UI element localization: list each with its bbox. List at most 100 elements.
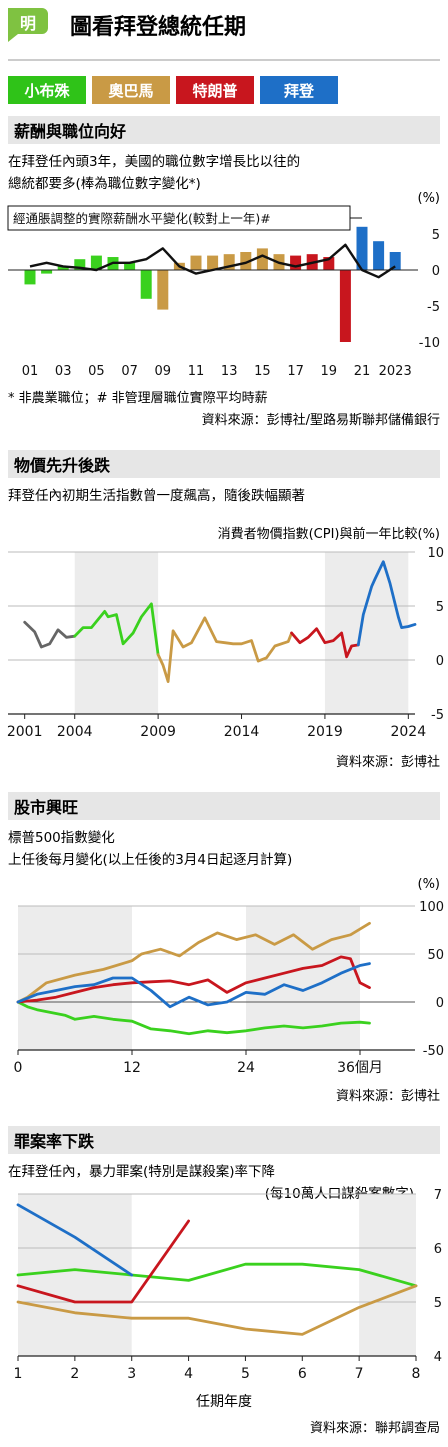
y-tick-label: 0 xyxy=(432,264,440,279)
section-heading-bar xyxy=(8,1126,440,1154)
series-line-biden xyxy=(356,560,417,647)
job-change-bar xyxy=(207,255,219,270)
job-change-bar xyxy=(190,255,202,270)
job-change-bar xyxy=(24,270,36,285)
legend-swatch-bush xyxy=(8,76,86,104)
x-tick-label: 2004 xyxy=(57,724,93,740)
x-tick-label: 2019 xyxy=(307,724,343,740)
unit-label: (%) xyxy=(418,877,441,892)
x-tick-label: 09 xyxy=(155,364,172,379)
y-tick-label: 10 xyxy=(427,546,444,561)
job-change-bar xyxy=(323,257,335,270)
y-tick-label: 6 xyxy=(434,1242,442,1257)
x-tick-label: 19 xyxy=(321,364,338,379)
legend-swatch-biden xyxy=(260,76,338,104)
series-line-biden xyxy=(16,962,371,1009)
section-desc: 總統都要多(棒為職位數字變化*) xyxy=(8,175,201,192)
y-tick-label: -10 xyxy=(419,336,440,351)
job-change-bar xyxy=(256,248,268,270)
section-heading-bar xyxy=(8,792,440,820)
x-tick-label: 2009 xyxy=(140,724,176,740)
shaded-band xyxy=(18,1194,132,1356)
shaded-band xyxy=(324,552,409,714)
series-line-obama xyxy=(16,1284,418,1336)
series-line-bush xyxy=(73,602,160,656)
shaded-band xyxy=(359,1194,416,1356)
source-note: 資料來源：聯邦調查局 xyxy=(310,1421,440,1436)
series-line-trump xyxy=(290,627,360,659)
y-tick-label: 0 xyxy=(436,996,444,1011)
x-tick-label: 6 xyxy=(298,1366,307,1382)
section-heading: 股市興旺 xyxy=(14,798,78,817)
president-legend: 小布殊 奧巴馬 特朗普 拜登 xyxy=(8,76,338,104)
legend-swatch-obama xyxy=(92,76,170,104)
x-tick-label: 12 xyxy=(123,1060,141,1076)
job-change-bar xyxy=(223,254,235,270)
x-tick-label: 17 xyxy=(287,364,304,379)
y-tick-label: 5 xyxy=(432,228,440,243)
source-note: 資料來源：彭博社/聖路易斯聯邦儲備銀行 xyxy=(202,412,440,428)
y-tick-label: -5 xyxy=(427,300,440,315)
unit-label: (%) xyxy=(418,191,441,206)
x-tick-label: 8 xyxy=(412,1366,421,1382)
job-change-bar xyxy=(373,241,385,270)
chart-title: 消費者物價指數(CPI)與前一年比較(%) xyxy=(218,526,440,542)
section-heading-bar xyxy=(8,450,440,478)
job-change-bar xyxy=(240,252,252,270)
section-heading-bar xyxy=(8,116,440,144)
header: 明 圖看拜登總統任期 小布殊 奧巴馬 特朗普 拜登 xyxy=(8,8,440,104)
source-note: 資料來源：彭博社 xyxy=(336,1088,440,1104)
job-change-bar xyxy=(57,266,69,270)
job-change-bar xyxy=(124,262,136,270)
x-tick-label: 3 xyxy=(127,1366,136,1382)
section-desc: 在拜登任內頭3年，美國的職位數字增長比以往的 xyxy=(8,154,300,170)
x-tick-label: 0 xyxy=(14,1060,23,1076)
series-line-trump xyxy=(16,955,371,1004)
x-tick-label: 13 xyxy=(221,364,238,379)
section-desc: 標普500指數變化 xyxy=(8,830,115,846)
x-tick-label: 4 xyxy=(184,1366,193,1382)
section-desc: 在拜登任內，暴力罪案(特別是謀殺案)率下降 xyxy=(8,1163,276,1180)
legend-label-bush: 小布殊 xyxy=(24,82,70,100)
footnote: * 非農業職位；# 非管理層職位實際平均時薪 xyxy=(8,390,268,406)
series-line-obama xyxy=(156,616,294,683)
x-tick-label: 7 xyxy=(355,1366,364,1382)
section-heading: 罪案率下跌 xyxy=(14,1132,95,1151)
section-heading: 物價先升後跌 xyxy=(14,456,111,475)
x-tick-label: 2023 xyxy=(379,364,412,379)
legend-label-biden: 拜登 xyxy=(284,82,315,100)
section-cpi: 物價先升後跌 拜登任內初期生活指數曾一度飆高，隨後跌幅顯著 消費者物價指數(CP… xyxy=(7,450,444,770)
job-change-bar xyxy=(74,259,86,270)
job-change-bar xyxy=(140,270,152,299)
y-tick-label: 5 xyxy=(436,600,444,615)
legend-swatch-trump xyxy=(176,76,254,104)
legend-label-trump: 特朗普 xyxy=(192,82,237,100)
section-heading: 薪酬與職位向好 xyxy=(14,122,126,141)
job-change-bar xyxy=(157,270,169,310)
source-note: 資料來源：彭博社 xyxy=(336,754,440,770)
x-tick-label: 07 xyxy=(121,364,138,379)
series-line-biden xyxy=(16,1203,134,1277)
x-axis-label: 任期年度 xyxy=(196,1394,252,1410)
series-line-pre xyxy=(23,620,77,649)
real-wage-line xyxy=(29,243,396,279)
job-change-bar xyxy=(389,252,401,270)
x-tick-label: 03 xyxy=(55,364,72,379)
x-tick-label: 2024 xyxy=(390,724,426,740)
job-change-bar xyxy=(290,255,302,270)
y-tick-label: 4 xyxy=(434,1350,442,1365)
x-tick-label: 15 xyxy=(254,364,271,379)
section-desc: 拜登任內初期生活指數曾一度飆高，隨後跌幅顯著 xyxy=(8,487,305,504)
series-line-obama xyxy=(16,921,371,1004)
wage-series-label: 經通脹調整的實際薪酬水平變化(較對上一年)# xyxy=(13,211,271,226)
y-tick-label: -50 xyxy=(423,1044,444,1059)
y-tick-label: 0 xyxy=(436,654,444,669)
section-crime: 罪案率下跌 在拜登任內，暴力罪案(特別是謀殺案)率下降 (每10萬人口謀殺案數字… xyxy=(8,1126,442,1436)
legend-label-obama: 奧巴馬 xyxy=(108,82,153,100)
y-tick-label: 100 xyxy=(419,900,444,915)
x-tick-label: 1 xyxy=(14,1366,23,1382)
job-change-bar xyxy=(339,270,351,342)
x-tick-label: 11 xyxy=(188,364,205,379)
series-line-bush xyxy=(16,1000,371,1036)
